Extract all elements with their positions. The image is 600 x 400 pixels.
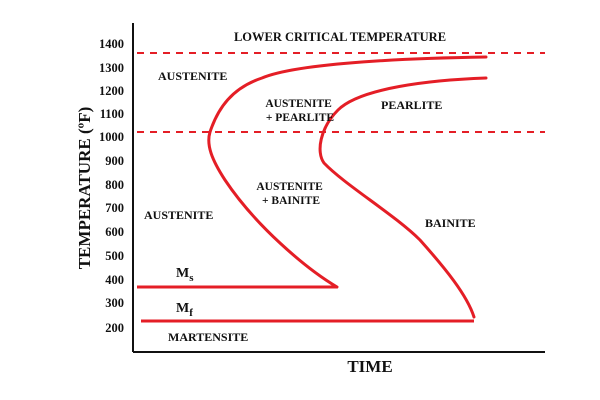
y-tick-label: 400	[105, 273, 124, 287]
y-tick-label: 1200	[99, 84, 124, 98]
lower-critical-temperature-label: LOWER CRITICAL TEMPERATURE	[234, 30, 446, 44]
y-tick-label: 600	[105, 225, 124, 239]
y-axis-title: TEMPERATURE (ºF)	[75, 107, 94, 270]
martensite-label: MARTENSITE	[168, 330, 248, 344]
austenite-left-label: AUSTENITE	[144, 208, 213, 222]
austenite-pearlite-label: AUSTENITE + PEARLITE	[265, 98, 334, 124]
x-axis-title: TIME	[347, 357, 392, 376]
y-tick-label: 1400	[99, 37, 124, 51]
austenite-top-label: AUSTENITE	[158, 69, 227, 83]
y-tick-label: 300	[105, 296, 124, 310]
y-tick-label: 900	[105, 154, 124, 168]
y-tick-label: 800	[105, 178, 124, 192]
austenite-bainite-label: AUSTENITE + BAINITE	[256, 181, 325, 207]
ms-label: Ms	[176, 266, 194, 284]
y-tick-label: 1100	[100, 107, 124, 121]
transformation-finish-curve	[318, 76, 488, 319]
y-tick-label: 700	[105, 201, 124, 215]
y-tick-label: 200	[105, 321, 124, 335]
y-tick-label: 500	[105, 249, 124, 263]
y-tick-label: 1000	[99, 130, 124, 144]
y-tick-label: 1300	[99, 61, 124, 75]
bainite-label: BAINITE	[425, 216, 476, 230]
y-tick-labels: 1400 1300 1200 1100 1000 900 800 700 600…	[99, 37, 124, 335]
transformation-start-curve	[207, 55, 488, 289]
mf-label: Mf	[176, 301, 193, 319]
pearlite-label: PEARLITE	[381, 98, 442, 112]
